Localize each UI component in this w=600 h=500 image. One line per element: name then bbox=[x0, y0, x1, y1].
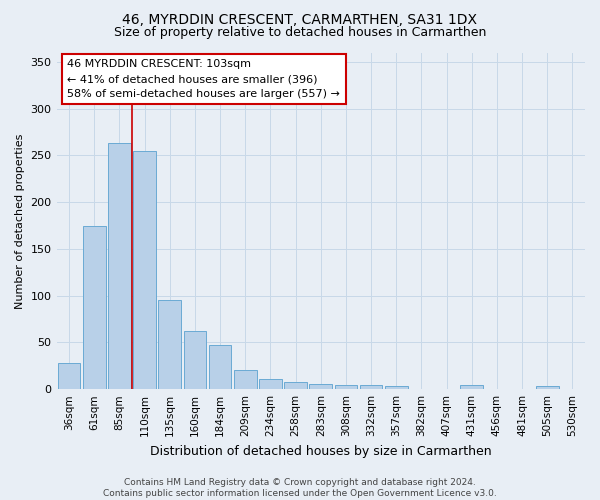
Bar bbox=[209, 345, 232, 389]
Bar bbox=[158, 300, 181, 389]
Bar bbox=[83, 226, 106, 389]
Bar bbox=[58, 363, 80, 389]
X-axis label: Distribution of detached houses by size in Carmarthen: Distribution of detached houses by size … bbox=[150, 444, 491, 458]
Bar bbox=[184, 331, 206, 389]
Text: Size of property relative to detached houses in Carmarthen: Size of property relative to detached ho… bbox=[114, 26, 486, 39]
Bar bbox=[259, 379, 282, 389]
Bar bbox=[108, 143, 131, 389]
Y-axis label: Number of detached properties: Number of detached properties bbox=[15, 133, 25, 308]
Bar bbox=[360, 386, 382, 389]
Bar bbox=[284, 382, 307, 389]
Text: 46 MYRDDIN CRESCENT: 103sqm
← 41% of detached houses are smaller (396)
58% of se: 46 MYRDDIN CRESCENT: 103sqm ← 41% of det… bbox=[67, 59, 340, 99]
Bar bbox=[234, 370, 257, 389]
Bar bbox=[133, 150, 156, 389]
Bar bbox=[310, 384, 332, 389]
Text: Contains HM Land Registry data © Crown copyright and database right 2024.
Contai: Contains HM Land Registry data © Crown c… bbox=[103, 478, 497, 498]
Bar bbox=[335, 386, 357, 389]
Bar bbox=[460, 386, 483, 389]
Bar bbox=[536, 386, 559, 389]
Text: 46, MYRDDIN CRESCENT, CARMARTHEN, SA31 1DX: 46, MYRDDIN CRESCENT, CARMARTHEN, SA31 1… bbox=[122, 12, 478, 26]
Bar bbox=[385, 386, 407, 389]
